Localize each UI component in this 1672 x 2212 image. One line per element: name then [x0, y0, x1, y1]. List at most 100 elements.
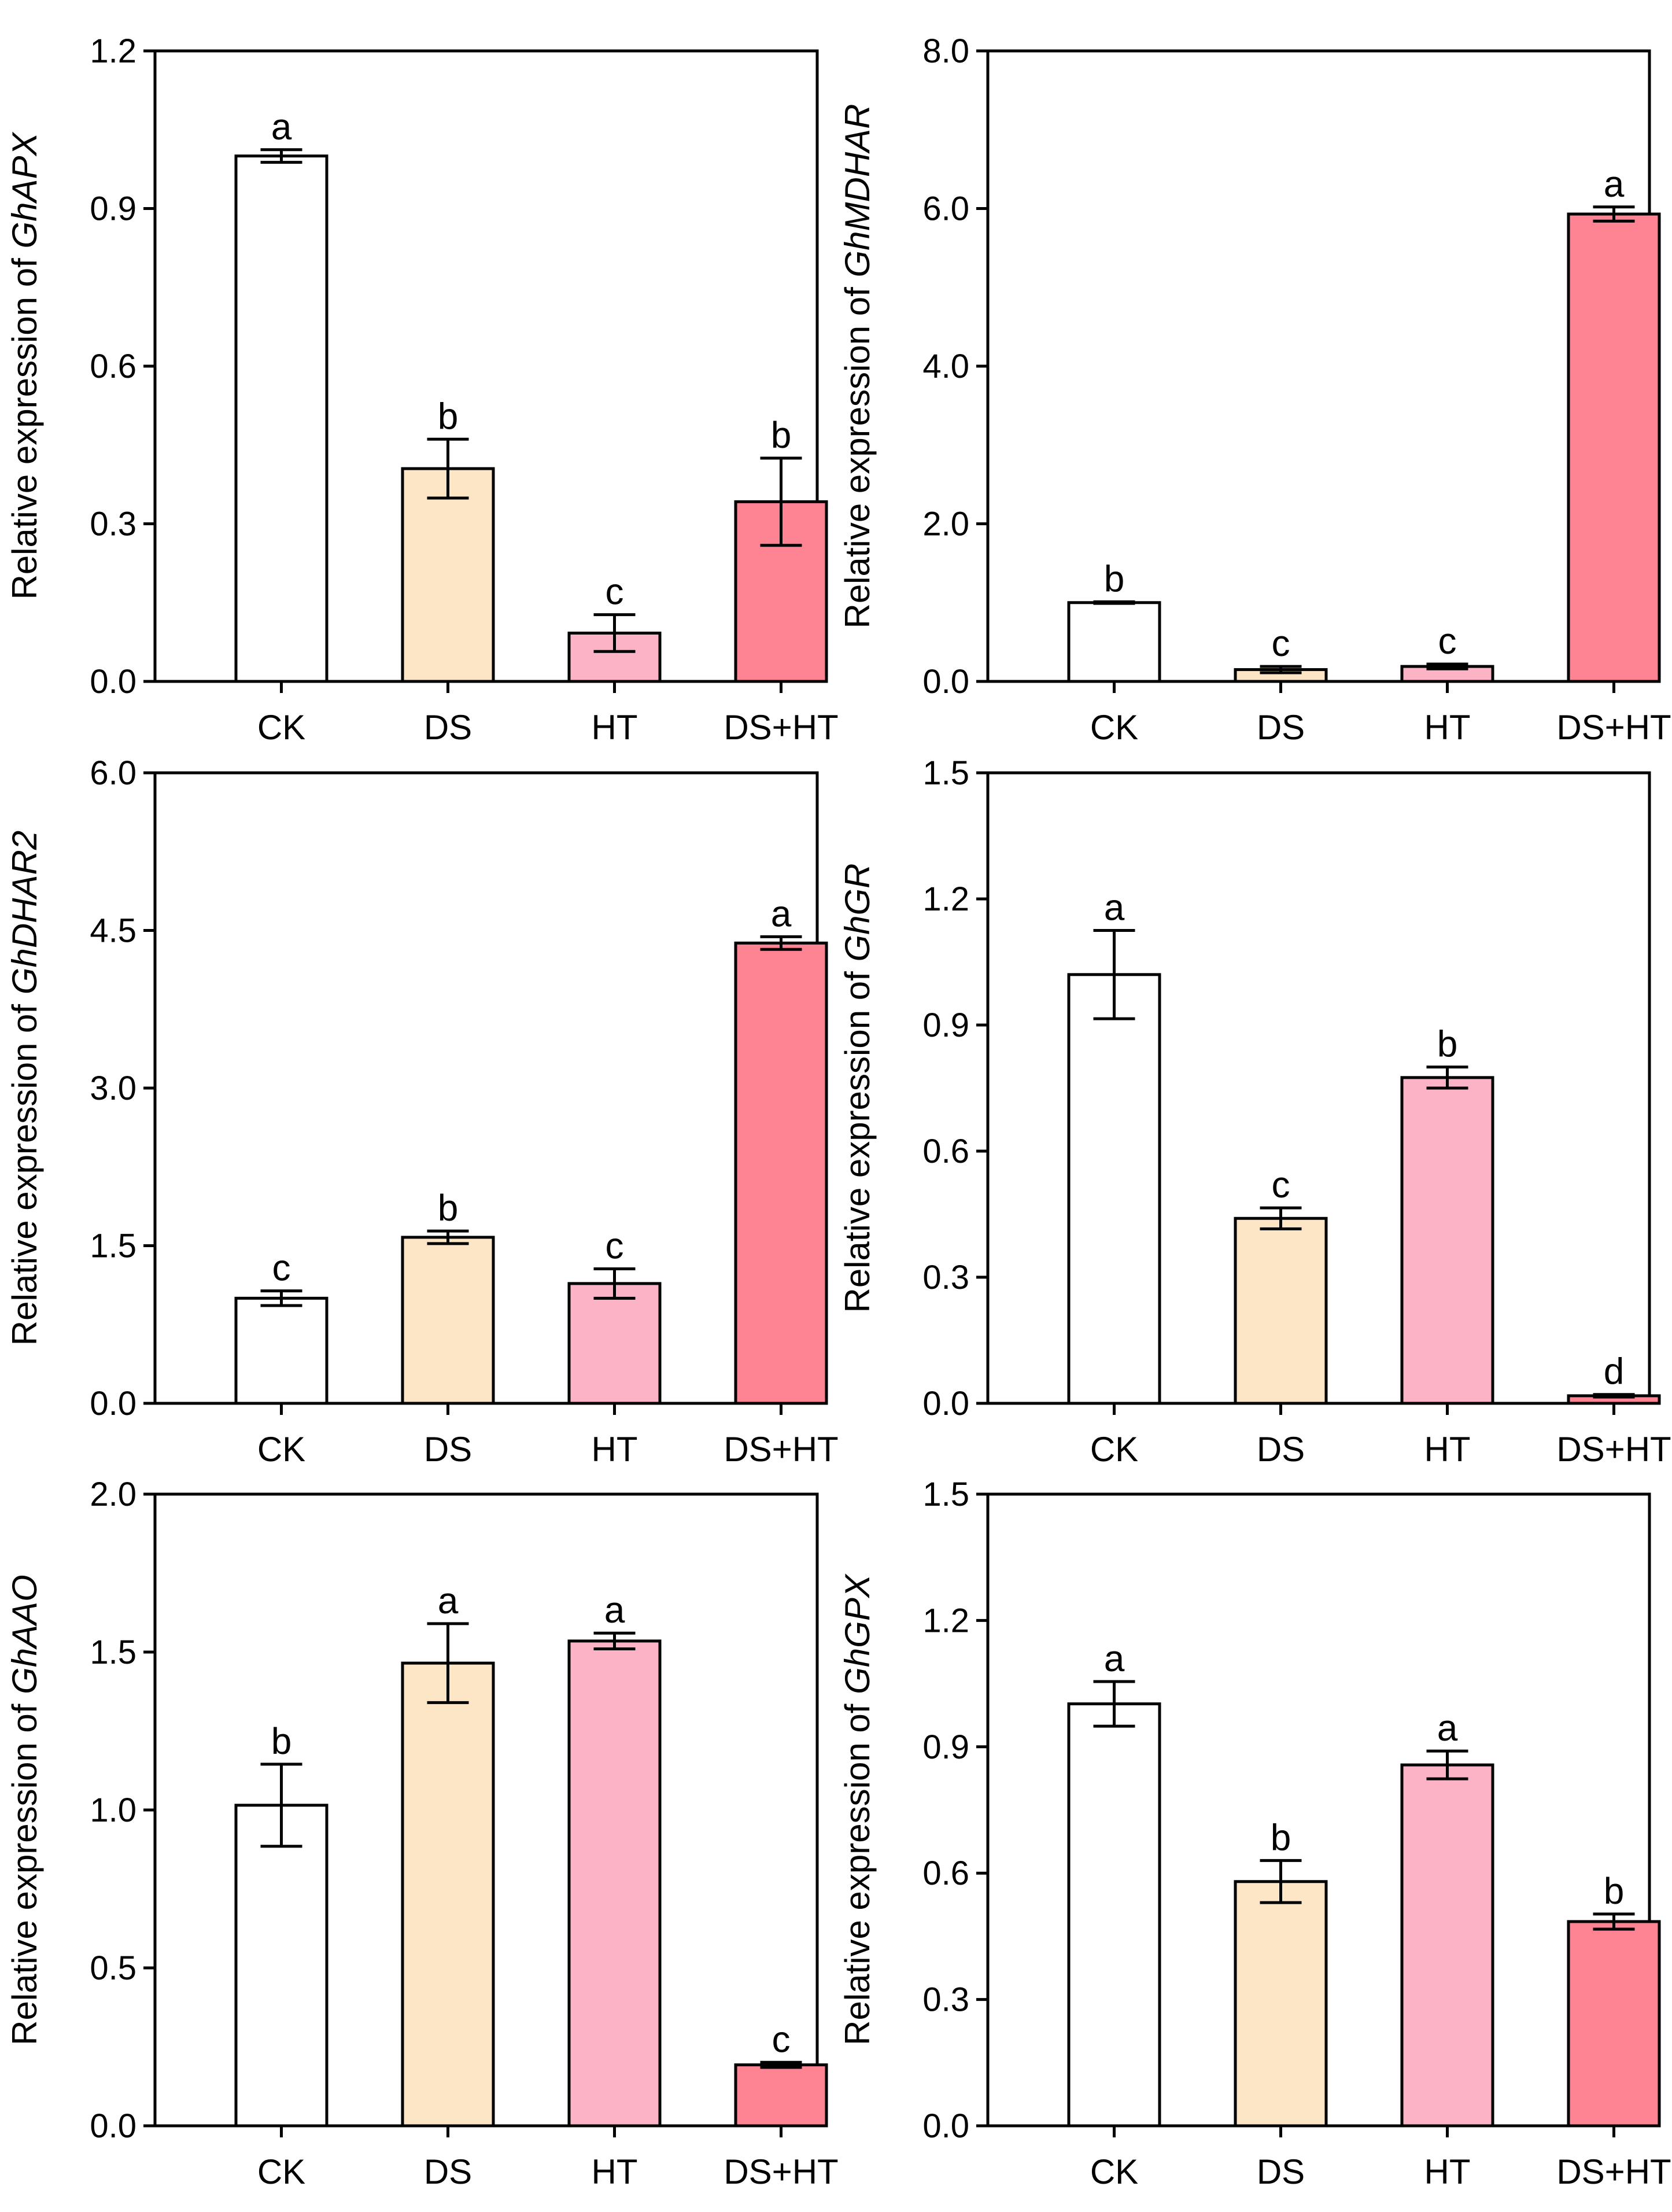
y-tick-label: 1.5	[90, 1634, 136, 1671]
y-tick-label: 6.0	[922, 190, 969, 228]
y-tick-label: 0.3	[90, 506, 136, 543]
y-tick-label: 0.9	[922, 1007, 969, 1044]
x-tick-label: DS+HT	[724, 1430, 838, 1469]
x-tick-label: DS	[424, 2152, 472, 2191]
x-tick-label: DS+HT	[724, 2152, 838, 2191]
y-tick-label: 0.6	[90, 348, 136, 385]
significance-letter: a	[1604, 163, 1625, 205]
x-tick-label: DS+HT	[1556, 2152, 1671, 2191]
y-tick-label: 1.2	[922, 880, 969, 918]
significance-letter: b	[438, 1187, 459, 1229]
y-tick-label: 0.5	[90, 1949, 136, 1987]
significance-letter: b	[1437, 1023, 1458, 1065]
x-tick-label: DS	[1257, 708, 1305, 747]
bar-CK	[234, 154, 329, 683]
significance-letter: c	[1272, 622, 1290, 664]
bar-DS+HT	[734, 500, 828, 683]
y-tick-label: 2.0	[90, 1476, 136, 1513]
significance-letter: b	[1104, 558, 1125, 599]
y-tick-label: 0.0	[90, 663, 136, 701]
x-tick-label: CK	[257, 708, 305, 747]
y-tick-label: 1.0	[90, 1791, 136, 1829]
x-tick-label: HT	[592, 1430, 638, 1469]
bar-DS	[401, 1236, 495, 1405]
y-tick-label: 1.2	[90, 32, 136, 70]
bar-DS+HT	[734, 941, 828, 1405]
y-tick-label: 2.0	[922, 506, 969, 543]
chart-panel-GhGPX: 0.0 0.3 0.6 0.9 1.2 1.5 Relative expression of…	[838, 1476, 1671, 2191]
significance-letter: c	[272, 1247, 291, 1289]
x-tick-label: DS+HT	[1556, 708, 1671, 747]
x-tick-label: DS	[1257, 2152, 1305, 2191]
significance-letter: c	[1272, 1164, 1290, 1205]
significance-letter: b	[1271, 1816, 1291, 1858]
significance-letter: b	[771, 414, 792, 456]
x-tick-label: HT	[1424, 708, 1471, 747]
significance-letter: c	[772, 2018, 791, 2060]
y-tick-label: 4.0	[922, 348, 969, 385]
bar-DS	[401, 1661, 495, 2128]
significance-letter: a	[1104, 887, 1125, 928]
x-tick-label: HT	[592, 708, 638, 747]
x-tick-label: DS+HT	[724, 708, 838, 747]
significance-letter: c	[606, 1225, 624, 1266]
significance-letter: a	[1104, 1638, 1125, 1679]
significance-letter: b	[271, 1720, 292, 1762]
y-tick-label: 1.5	[922, 1476, 969, 1513]
chart-panel-GhAPX: 0.0 0.3 0.6 0.9 1.2 Relative expression of Gh…	[5, 32, 839, 747]
significance-letter: a	[1437, 1707, 1458, 1749]
y-axis-label: Relative expression of GhGPX	[838, 1573, 877, 2045]
x-tick-label: DS	[424, 708, 472, 747]
significance-letter: b	[1604, 1870, 1625, 1912]
y-tick-label: 0.3	[922, 1981, 969, 2019]
y-tick-label: 0.0	[922, 663, 969, 701]
bar-CK	[234, 1296, 329, 1405]
y-tick-label: 0.0	[922, 2107, 969, 2145]
x-tick-label: DS	[1257, 1430, 1305, 1469]
y-tick-label: 1.2	[922, 1602, 969, 1639]
bar-DS+HT	[734, 2063, 828, 2128]
chart-panel-GhAAO: 0.0 0.5 1.0 1.5 2.0 Relative expression of Gh…	[5, 1476, 839, 2191]
y-tick-label: 4.5	[90, 912, 136, 950]
bar-HT	[1400, 1763, 1494, 2128]
significance-letter: c	[1438, 620, 1457, 662]
y-axis-label: Relative expression of GhAAO	[5, 1575, 44, 2045]
bar-HT	[1400, 1076, 1494, 1405]
x-tick-label: CK	[257, 1430, 305, 1469]
bar-CK	[1067, 1702, 1161, 2128]
x-tick-label: CK	[1090, 708, 1138, 747]
significance-letter: c	[606, 571, 624, 613]
y-tick-label: 1.5	[922, 754, 969, 792]
y-tick-label: 0.6	[922, 1855, 969, 1892]
x-tick-label: HT	[592, 2152, 638, 2191]
significance-letter: a	[271, 106, 292, 148]
significance-letter: a	[438, 1580, 459, 1621]
x-tick-label: HT	[1424, 1430, 1471, 1469]
x-tick-label: DS	[424, 1430, 472, 1469]
significance-letter: a	[604, 1589, 625, 1631]
bar-CK	[1067, 601, 1161, 683]
plot-frame	[986, 49, 1651, 683]
x-tick-label: DS+HT	[1556, 1430, 1671, 1469]
y-axis-label: Relative expression of GhMDHAR	[838, 104, 877, 628]
bar-DS+HT	[1567, 1920, 1661, 2128]
bar-CK	[234, 1804, 329, 2128]
y-tick-label: 8.0	[922, 32, 969, 70]
y-tick-label: 1.5	[90, 1227, 136, 1265]
y-tick-label: 0.0	[90, 2107, 136, 2145]
significance-letter: a	[771, 893, 792, 934]
y-tick-label: 0.9	[922, 1728, 969, 1766]
chart-panel-GhDHAR2: 0.0 1.5 3.0 4.5 6.0 Relative expression of Gh…	[5, 754, 839, 1469]
y-tick-label: 0.0	[922, 1385, 969, 1422]
y-tick-label: 0.6	[922, 1133, 969, 1170]
bar-HT	[567, 1639, 662, 2128]
bar-DS	[1234, 1880, 1328, 2128]
bar-DS	[401, 467, 495, 683]
x-tick-label: CK	[1090, 1430, 1138, 1469]
x-tick-label: CK	[1090, 2152, 1138, 2191]
significance-letter: b	[438, 395, 459, 437]
y-axis-label: Relative expression of GhAPX	[5, 131, 44, 599]
x-tick-label: HT	[1424, 2152, 1471, 2191]
y-axis-label: Relative expression of GhGR	[838, 863, 877, 1313]
